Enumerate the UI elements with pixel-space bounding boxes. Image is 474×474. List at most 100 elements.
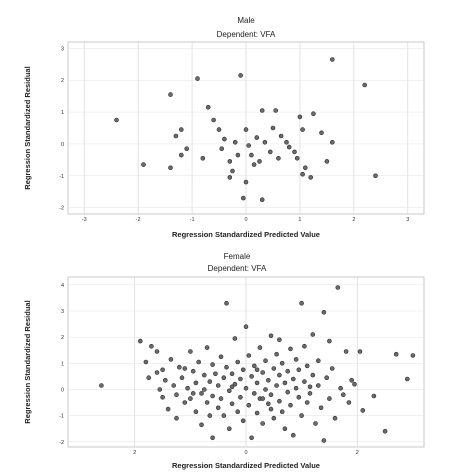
female-data-point: [240, 418, 246, 424]
male-gridlines: [68, 42, 424, 214]
female-data-point: [146, 375, 151, 381]
female-data-point: [204, 400, 210, 405]
female-data-point: [224, 300, 229, 306]
female-data-point: [410, 353, 416, 358]
female-data-point: [296, 367, 302, 373]
female-data-point: [182, 366, 188, 371]
female-data-point: [321, 438, 327, 443]
male-data-point: [173, 133, 179, 139]
female-data-point: [215, 383, 221, 388]
female-data-point: [324, 375, 330, 381]
female-data-point: [282, 380, 288, 386]
female-data-point: [254, 410, 260, 416]
female-data-point: [154, 370, 160, 375]
female-data-point: [346, 400, 352, 405]
male-data-point: [179, 152, 184, 158]
female-data-point: [188, 349, 193, 354]
female-data-point: [249, 435, 254, 441]
male-data-point: [267, 149, 273, 155]
female-x-tick-label: 2: [356, 450, 359, 456]
female-data-point: [160, 367, 165, 373]
female-data-point: [243, 324, 249, 330]
female-data-point: [174, 392, 179, 398]
female-data-point: [338, 385, 343, 391]
female-points: [99, 285, 416, 443]
female-data-point: [210, 362, 215, 367]
female-data-point: [315, 383, 321, 388]
male-data-point: [262, 140, 268, 145]
male-panel: Male Dependent: VFA -3 -2 -1 0 1 2 3 -2 -1 0 1 2 3 R…: [23, 16, 425, 239]
male-data-point: [329, 140, 335, 145]
male-data-point: [329, 57, 335, 62]
female-data-point: [193, 409, 199, 415]
female-data-point: [188, 396, 193, 401]
female-data-point: [254, 380, 260, 386]
male-data-point: [251, 162, 257, 167]
male-data-point: [195, 76, 200, 81]
female-data-point: [265, 401, 271, 407]
female-data-point: [171, 383, 176, 388]
male-data-point: [259, 108, 265, 113]
male-data-point: [246, 143, 251, 148]
female-x-tick-label: 0: [244, 450, 247, 456]
female-data-point: [279, 360, 285, 366]
female-data-point: [404, 376, 410, 382]
female-data-point: [271, 415, 277, 421]
male-data-point: [168, 92, 173, 97]
female-data-point: [190, 391, 196, 396]
female-data-point: [138, 338, 143, 344]
female-data-point: [277, 337, 282, 343]
male-data-point: [292, 149, 297, 155]
female-data-point: [304, 400, 310, 405]
female-y-tick-label: 1: [61, 361, 64, 367]
female-data-point: [207, 413, 213, 418]
female-data-point: [227, 426, 232, 432]
female-data-point: [285, 389, 291, 395]
male-y-tick-label: -2: [59, 206, 64, 212]
female-data-point: [224, 364, 229, 370]
female-data-point: [318, 405, 324, 411]
male-data-point: [205, 105, 211, 110]
female-data-point: [349, 377, 355, 383]
male-data-point: [300, 171, 305, 177]
male-y-tick-label: 3: [61, 46, 64, 52]
female-data-point: [268, 333, 274, 339]
female-data-point: [229, 371, 235, 377]
male-data-point: [216, 127, 222, 132]
male-x-axis-label: Regression Standardized Predicted Value: [172, 230, 320, 239]
female-y-tick-label: 3: [61, 309, 64, 315]
female-tick-labels: 2 0 2 -2 -1 0 1 2 3 4: [59, 283, 359, 456]
female-data-point: [165, 406, 171, 412]
male-data-point: [235, 152, 241, 158]
female-data-point: [204, 345, 210, 350]
female-data-point: [265, 377, 271, 383]
female-data-point: [227, 388, 232, 394]
female-data-point: [299, 300, 304, 306]
female-data-point: [213, 371, 218, 377]
female-data-point: [290, 432, 296, 438]
male-data-point: [238, 73, 243, 78]
female-data-point: [235, 409, 240, 415]
female-data-point: [210, 435, 215, 441]
female-data-point: [202, 372, 207, 378]
female-data-point: [207, 379, 213, 384]
female-data-point: [371, 393, 377, 399]
female-data-point: [232, 381, 238, 387]
female-data-point: [357, 349, 363, 354]
female-data-point: [215, 405, 221, 411]
female-data-point: [252, 391, 257, 396]
female-data-point: [182, 400, 188, 405]
male-x-tick-label: -2: [136, 217, 141, 223]
female-data-point: [310, 372, 316, 378]
female-data-point: [321, 309, 327, 315]
male-data-point: [219, 146, 224, 151]
female-data-point: [307, 391, 313, 396]
male-data-point: [278, 133, 284, 139]
female-chart-subtitle: Dependent: VFA: [208, 264, 267, 273]
male-data-point: [286, 144, 292, 150]
male-x-tick-label: -1: [190, 217, 195, 223]
female-data-point: [174, 415, 179, 421]
female-panel: Female Dependent: VFA 2 0 2 -2 -1 0 1 2 3 4 Regre…: [23, 252, 425, 470]
female-data-point: [293, 357, 299, 362]
female-data-point: [177, 364, 182, 370]
